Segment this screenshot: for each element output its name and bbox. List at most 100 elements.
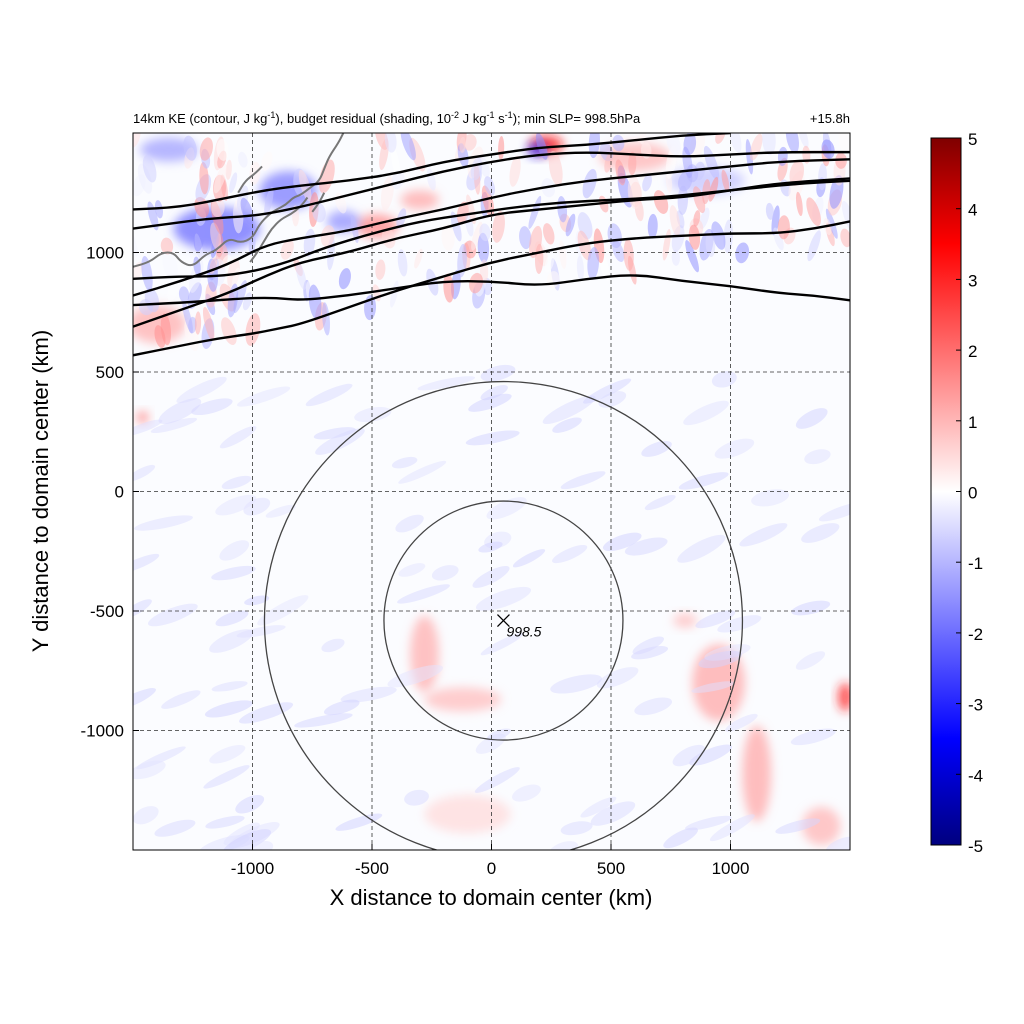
x-tick-label: -1000 [231,859,274,878]
residual-streak [634,697,673,716]
residual-streak [222,829,272,850]
residual-streak [604,153,613,173]
residual-streak [318,159,335,194]
residual-blob [673,613,698,628]
y-tick-label: 0 [115,483,124,502]
residual-streak [484,176,496,196]
x-axis-label: X distance to domain center (km) [330,885,653,910]
residual-streak [698,650,742,669]
residual-streak [160,237,174,255]
residual-streak [708,176,719,202]
residual-streak [583,378,632,404]
residual-streak [141,256,153,292]
residual-streak [414,248,423,269]
chart-time-label: +15.8h [810,111,850,126]
residual-streak [340,686,397,703]
colorbar-tick-label: -1 [968,554,983,573]
residual-streak [463,134,477,151]
residual-streak [762,133,776,156]
residual-streak [775,818,821,834]
residual-streak [789,160,805,186]
residual-streak [644,494,676,511]
residual-streak [841,200,850,234]
x-tick-label: -500 [355,859,389,878]
residual-streak [404,789,429,806]
residual-streak [160,313,172,346]
residual-streak [582,168,597,199]
residual-streak [133,599,152,619]
residual-streak [384,133,397,153]
residual-streak [480,633,524,656]
residual-streak [721,169,730,193]
residual-streak [133,553,160,574]
residual-streak [791,600,831,616]
residual-streak [765,202,774,220]
residual-streak [215,610,249,627]
residual-streak [450,211,462,242]
residual-streak [542,395,596,425]
residual-streak [480,364,516,382]
colorbar-tick-label: 4 [968,201,977,220]
residual-streak [137,163,153,194]
residual-streak [249,840,274,850]
residual-streak [133,806,159,825]
residual-streak [205,815,245,829]
residual-streak [804,449,831,465]
residual-streak [543,223,555,245]
residual-streak [717,615,762,633]
x-tick-label: 0 [487,859,496,878]
residual-blob [400,190,439,210]
residual-streak [398,460,447,484]
residual-streak [335,813,383,831]
residual-streak [801,523,840,543]
residual-streak [295,262,307,290]
residual-streak [417,376,476,391]
range-circle [263,380,744,850]
coastline [133,133,345,268]
colorbar-tick-label: 5 [968,130,977,149]
residual-streak [320,225,335,247]
residual-streak [560,471,606,490]
residual-streak [133,464,156,482]
residual-streak [590,801,636,826]
residual-streak [821,139,835,159]
residual-streak [216,139,229,161]
ke-contour [133,274,850,307]
residual-streak [840,228,850,248]
residual-streak [238,151,248,168]
residual-blob [838,682,850,712]
residual-streak [400,133,416,161]
residual-streak [825,836,850,850]
residual-streak [219,426,257,449]
residual-streak [693,210,701,227]
coastline-segment [133,133,345,268]
residual-streak [795,191,803,217]
residual-streak [242,292,253,311]
residual-streak [790,728,836,746]
residual-streak [397,249,408,277]
residual-streak [677,185,689,215]
residual-streak [194,311,202,335]
residual-streak [628,151,637,176]
residual-streak [199,161,209,195]
residual-streak [264,186,274,217]
residual-streak [354,406,392,423]
residual-streak [479,223,491,242]
residual-streak [209,744,246,764]
residual-streak [391,456,418,469]
residual-streak [838,133,850,156]
residual-streak [691,681,735,693]
residual-streak [671,249,680,266]
residual-streak [475,586,532,611]
residual-blob [140,137,198,162]
residual-streak [550,674,602,694]
storm-center: 998.5 [496,614,542,640]
residual-streak [338,268,351,290]
residual-streak [598,391,627,408]
residual-streak [239,702,294,724]
residual-streak [221,475,252,490]
ke-contours [133,133,850,357]
ke-contour [133,133,731,211]
y-tick-label: -500 [90,602,124,621]
residual-streak [802,145,811,164]
